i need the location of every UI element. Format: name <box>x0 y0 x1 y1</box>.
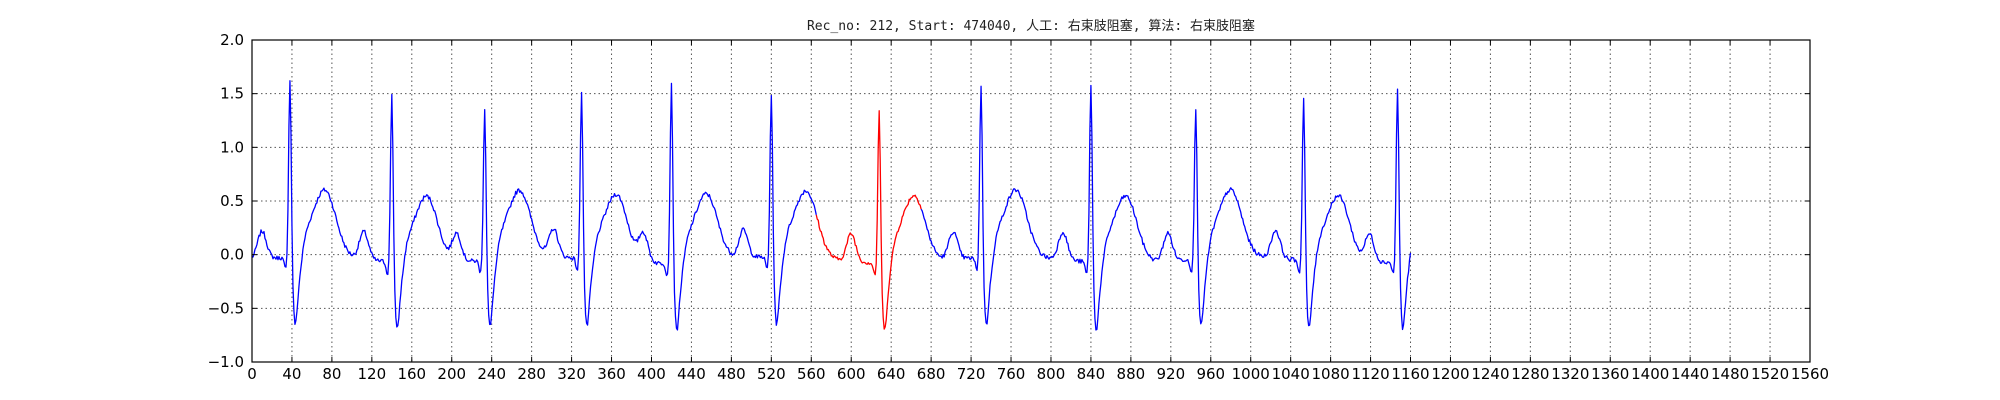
x-tick-label: 160 <box>397 365 426 383</box>
y-tick-label: 1.5 <box>220 85 244 103</box>
x-tick-label: 760 <box>997 365 1026 383</box>
x-tick-label: 200 <box>437 365 466 383</box>
x-tick-label: 1520 <box>1751 365 1789 383</box>
x-tick-label: 320 <box>557 365 586 383</box>
x-tick-label: 680 <box>917 365 946 383</box>
x-tick-label: 80 <box>322 365 341 383</box>
x-tick-label: 1200 <box>1431 365 1469 383</box>
x-tick-label: 1240 <box>1471 365 1509 383</box>
y-tick-label: 2.0 <box>220 31 244 49</box>
y-tick-label: −1.0 <box>208 353 244 371</box>
x-tick-label: 560 <box>797 365 826 383</box>
x-tick-label: 400 <box>637 365 666 383</box>
axis-ticks <box>251 39 1811 363</box>
x-tick-label: 960 <box>1196 365 1225 383</box>
x-tick-label: 800 <box>1037 365 1066 383</box>
ecg-highlight-segment <box>815 110 922 330</box>
x-tick-label: 1440 <box>1671 365 1709 383</box>
x-tick-label: 1360 <box>1591 365 1629 383</box>
y-tick-label: 0.0 <box>220 246 244 264</box>
x-tick-label: 1040 <box>1272 365 1310 383</box>
ecg-signal-segment <box>920 84 1412 331</box>
x-tick-label: 1120 <box>1351 365 1389 383</box>
x-tick-label: 920 <box>1157 365 1186 383</box>
x-tick-label: 440 <box>677 365 706 383</box>
y-tick-label: −0.5 <box>208 299 244 317</box>
x-tick-label: 1400 <box>1631 365 1669 383</box>
y-tick-label: 0.5 <box>220 192 244 210</box>
x-tick-label: 640 <box>877 365 906 383</box>
x-tick-label: 880 <box>1117 365 1146 383</box>
ecg-series-lines <box>251 80 1412 331</box>
x-tick-label: 1560 <box>1791 365 1829 383</box>
x-tick-label: 520 <box>757 365 786 383</box>
x-tick-label: 240 <box>477 365 506 383</box>
x-tick-label: 360 <box>597 365 626 383</box>
x-tick-label: 280 <box>517 365 546 383</box>
x-tick-label: 720 <box>957 365 986 383</box>
x-tick-label: 1480 <box>1711 365 1749 383</box>
x-tick-label: 120 <box>358 365 387 383</box>
x-tick-label: 40 <box>282 365 301 383</box>
x-tick-label: 1080 <box>1312 365 1350 383</box>
chart-title: Rec_no: 212, Start: 474040, 人工: 右束肢阻塞, 算… <box>807 18 1255 34</box>
x-tick-label: 1160 <box>1391 365 1429 383</box>
x-tick-label: 600 <box>837 365 866 383</box>
x-tick-label: 840 <box>1077 365 1106 383</box>
x-tick-label: 1280 <box>1511 365 1549 383</box>
x-tick-label: 1000 <box>1232 365 1270 383</box>
ecg-signal-segment <box>251 80 817 331</box>
x-tick-label: 0 <box>247 365 257 383</box>
x-tick-label: 1320 <box>1551 365 1589 383</box>
y-tick-label: 1.0 <box>220 138 244 156</box>
x-tick-label: 480 <box>717 365 746 383</box>
x-tick-labels: 0 40 80 120 160 200 240 280 320 360 400 440 480 520 56… <box>247 365 1829 383</box>
y-tick-labels: −1.0 −0.5 0.0 0.5 1.0 1.5 2.0 <box>208 31 244 371</box>
